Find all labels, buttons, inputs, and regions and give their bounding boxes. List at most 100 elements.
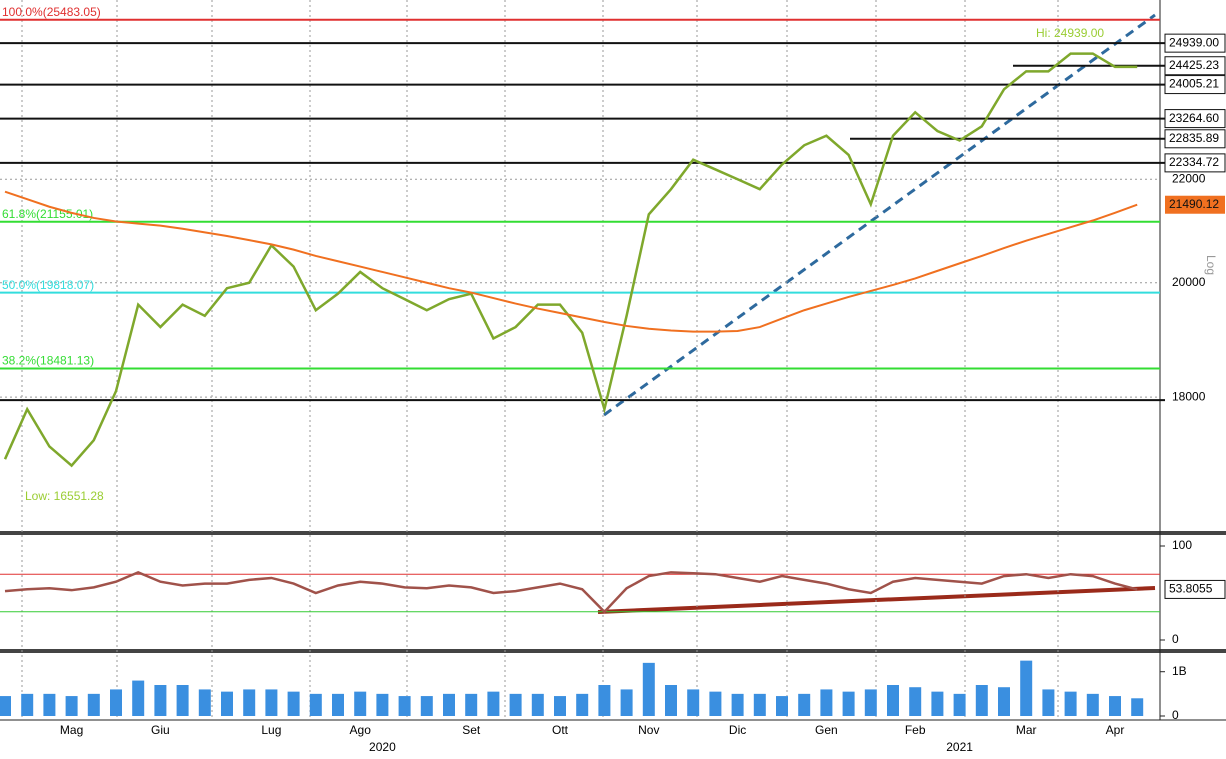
level-box bbox=[1164, 56, 1226, 76]
rsi-last-label: 53.8055 bbox=[1169, 582, 1213, 596]
volume-bar bbox=[753, 693, 766, 716]
volume-bar bbox=[420, 696, 433, 716]
annotation: Low: 16551.28 bbox=[25, 489, 104, 503]
rsi-box bbox=[1164, 579, 1226, 599]
volume-bar bbox=[1109, 696, 1121, 716]
volume-bar bbox=[376, 693, 389, 716]
volume-bar bbox=[576, 693, 589, 716]
volume-bar bbox=[1086, 693, 1099, 716]
volume-bar bbox=[687, 689, 700, 716]
level-label: 24005.21 bbox=[1169, 77, 1219, 91]
level-label: 22835.89 bbox=[1169, 131, 1219, 145]
year-label: 2021 bbox=[946, 740, 973, 754]
level-label: 24939.00 bbox=[1169, 35, 1219, 49]
x-tick-label: Giu bbox=[151, 723, 170, 737]
x-tick-label: Gen bbox=[815, 723, 838, 737]
x-tick-label: Feb bbox=[905, 723, 926, 737]
volume-bar bbox=[87, 693, 100, 716]
level-box bbox=[1164, 109, 1226, 129]
volume-bar bbox=[975, 685, 988, 716]
y-tick-label: 0 bbox=[1172, 708, 1179, 722]
x-tick-label: Nov bbox=[638, 723, 659, 737]
level-box bbox=[1164, 129, 1226, 149]
volume-bar bbox=[798, 693, 811, 716]
x-tick-label: Ago bbox=[350, 723, 372, 737]
volume-bar bbox=[665, 685, 677, 716]
y-tick-label: 18000 bbox=[1172, 389, 1206, 403]
volume-bar bbox=[931, 691, 944, 716]
volume-bar bbox=[1020, 660, 1033, 716]
volume-bar bbox=[1064, 691, 1077, 716]
ma-box bbox=[1165, 195, 1225, 214]
fib-label: 100.0%(25483.05) bbox=[2, 5, 101, 19]
y-tick-label: 1B bbox=[1172, 664, 1187, 678]
level-box bbox=[1164, 33, 1226, 53]
fib-label: 38.2%(18481.13) bbox=[2, 354, 94, 368]
volume-bar bbox=[709, 691, 722, 716]
x-tick-label: Ott bbox=[552, 723, 569, 737]
volume-bar bbox=[776, 696, 788, 716]
level-box bbox=[1164, 75, 1226, 95]
moving-average bbox=[4, 190, 1138, 333]
volume-bar bbox=[265, 689, 278, 716]
y-tick-label: 20000 bbox=[1172, 275, 1206, 289]
y-tick-label: 0 bbox=[1172, 632, 1179, 646]
x-tick-label: Mag bbox=[60, 723, 83, 737]
volume-bar bbox=[176, 685, 189, 716]
volume-bar bbox=[43, 693, 56, 716]
volume-bar bbox=[598, 685, 611, 716]
volume-bar bbox=[487, 691, 500, 716]
volume-bar bbox=[909, 687, 922, 716]
volume-bar bbox=[642, 662, 655, 716]
volume-bar bbox=[887, 685, 899, 716]
x-tick-label: Lug bbox=[261, 723, 281, 737]
volume-bar bbox=[221, 691, 233, 716]
volume-bar bbox=[354, 691, 367, 716]
volume-bar bbox=[65, 696, 78, 716]
volume-bar bbox=[842, 691, 855, 716]
volume-bar bbox=[1042, 689, 1055, 716]
volume-bar bbox=[332, 693, 344, 716]
volume-bar bbox=[309, 693, 322, 716]
volume-bar bbox=[0, 696, 11, 716]
level-label: 23264.60 bbox=[1169, 111, 1219, 125]
ma-last-label: 21490.12 bbox=[1169, 197, 1219, 211]
x-tick-label: Set bbox=[462, 723, 481, 737]
volume-bar bbox=[1131, 698, 1144, 716]
volume-bar bbox=[509, 693, 522, 716]
volume-bar bbox=[110, 689, 122, 716]
fib-label: 61.8%(21155.01) bbox=[2, 207, 93, 221]
volume-bar bbox=[998, 687, 1010, 716]
annotation: Hi: 24939.00 bbox=[1036, 26, 1104, 40]
volume-bar bbox=[953, 693, 966, 716]
x-tick-label: Mar bbox=[1016, 723, 1037, 737]
fib-label: 50.0%(19818.07) bbox=[2, 278, 94, 292]
volume-bar bbox=[243, 689, 256, 716]
level-label: 22334.72 bbox=[1169, 155, 1219, 169]
level-box bbox=[1164, 153, 1226, 173]
volume-bar bbox=[864, 689, 877, 716]
x-tick-label: Dic bbox=[729, 723, 746, 737]
volume-bar bbox=[287, 691, 300, 716]
volume-bar bbox=[21, 693, 34, 716]
x-tick-label: Apr bbox=[1106, 723, 1125, 737]
volume-bar bbox=[731, 693, 744, 716]
volume-bar bbox=[620, 689, 633, 716]
volume-bar bbox=[554, 696, 566, 716]
volume-bar bbox=[465, 693, 478, 716]
year-label: 2020 bbox=[369, 740, 396, 754]
volume-bar bbox=[398, 696, 411, 716]
rsi-line bbox=[4, 570, 1138, 614]
y-tick-label: 22000 bbox=[1172, 171, 1206, 185]
y-tick-label: 100 bbox=[1172, 538, 1192, 552]
price-line bbox=[3, 52, 1138, 468]
level-label: 24425.23 bbox=[1169, 58, 1219, 72]
volume-bar bbox=[820, 689, 833, 716]
y-axis-label: Log bbox=[1204, 255, 1218, 275]
trend-line bbox=[603, 13, 1156, 417]
volume-bar bbox=[198, 689, 211, 716]
volume-bar bbox=[531, 693, 544, 716]
volume-bar bbox=[154, 685, 167, 716]
